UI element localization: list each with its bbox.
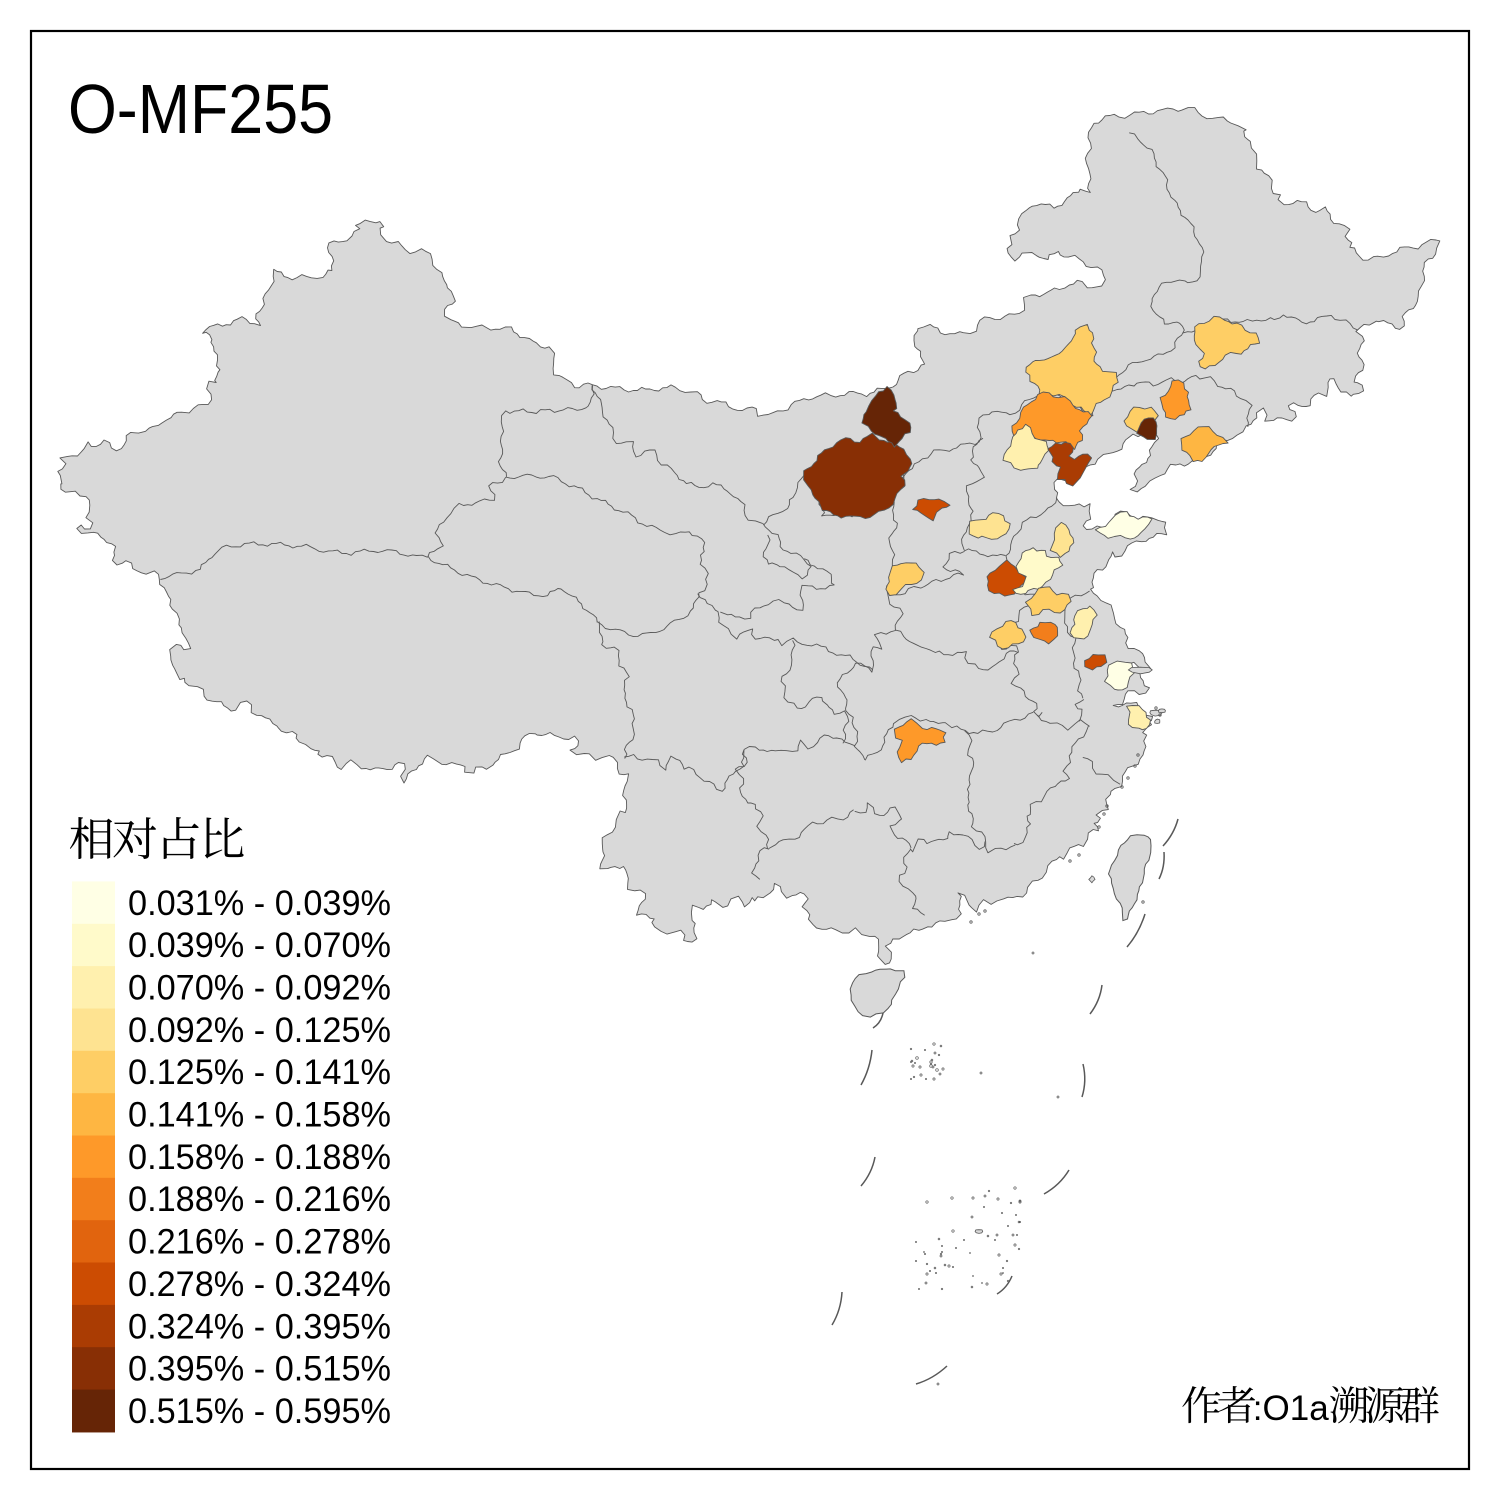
svg-text:0.039% - 0.070%: 0.039% - 0.070%: [128, 926, 391, 965]
svg-text:0.092% - 0.125%: 0.092% - 0.125%: [128, 1011, 391, 1050]
svg-text:0.031% - 0.039%: 0.031% - 0.039%: [128, 884, 391, 923]
svg-text::O1a: :O1a: [1253, 1389, 1329, 1428]
svg-text:0.158% - 0.188%: 0.158% - 0.188%: [128, 1138, 391, 1177]
svg-text:0.395% - 0.515%: 0.395% - 0.515%: [128, 1350, 391, 1389]
svg-text:0.188% - 0.216%: 0.188% - 0.216%: [128, 1180, 391, 1219]
svg-text:0.141% - 0.158%: 0.141% - 0.158%: [128, 1096, 391, 1135]
svg-text:0.216% - 0.278%: 0.216% - 0.278%: [128, 1223, 391, 1262]
svg-text:0.515% - 0.595%: 0.515% - 0.595%: [128, 1392, 391, 1431]
svg-text:O-MF255: O-MF255: [68, 70, 333, 148]
svg-text:0.125% - 0.141%: 0.125% - 0.141%: [128, 1053, 391, 1092]
svg-text:0.070% - 0.092%: 0.070% - 0.092%: [128, 969, 391, 1008]
svg-text:0.324% - 0.395%: 0.324% - 0.395%: [128, 1307, 391, 1346]
svg-text:0.278% - 0.324%: 0.278% - 0.324%: [128, 1265, 391, 1304]
